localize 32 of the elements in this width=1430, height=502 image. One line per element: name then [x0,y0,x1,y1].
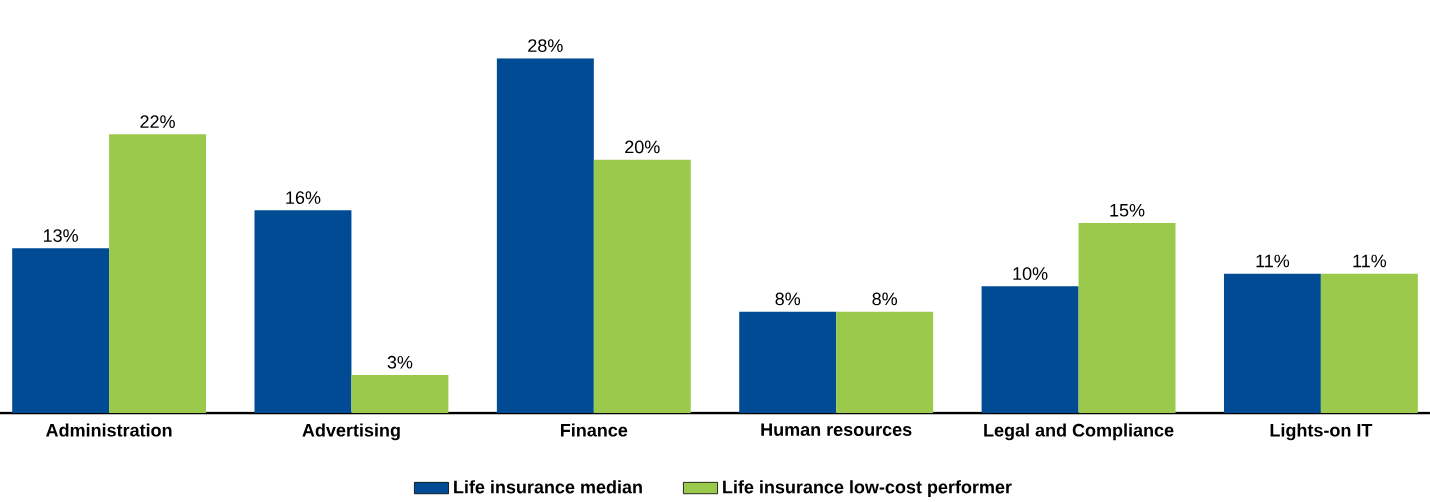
bar [1223,273,1321,413]
bar [593,159,691,413]
bar [109,134,207,413]
data-label: 11% [1353,254,1387,268]
x-tick-label: Administration [46,423,172,437]
bar [351,374,449,413]
x-tick-label: Human resources [761,423,912,436]
data-label: 8% [872,292,898,306]
bar [836,311,934,413]
bar [1078,223,1176,413]
data-label: 20% [625,140,660,154]
x-tick-label: Lights-on IT [1270,423,1373,441]
data-label: 28% [528,39,563,52]
bar [739,311,837,413]
bar [12,248,110,413]
bar [981,286,1079,413]
data-label: 13% [43,229,78,242]
data-label: 15% [1110,203,1145,217]
data-label: 16% [286,191,321,204]
legend-label: Life insurance low-cost performer [723,480,1012,497]
x-tick-label: Legal and Compliance [984,423,1174,441]
bar [496,58,594,413]
data-label: 8% [775,292,801,306]
data-label: 3% [387,355,413,369]
x-tick-label: Finance [561,423,628,437]
bar [254,210,352,413]
legend-label: Life insurance median [454,480,642,494]
data-label: 10% [1013,267,1048,280]
data-label: 11% [1256,254,1290,268]
x-tick-label: Advertising [302,423,400,441]
bar [1320,273,1418,413]
data-label: 22% [140,115,175,128]
